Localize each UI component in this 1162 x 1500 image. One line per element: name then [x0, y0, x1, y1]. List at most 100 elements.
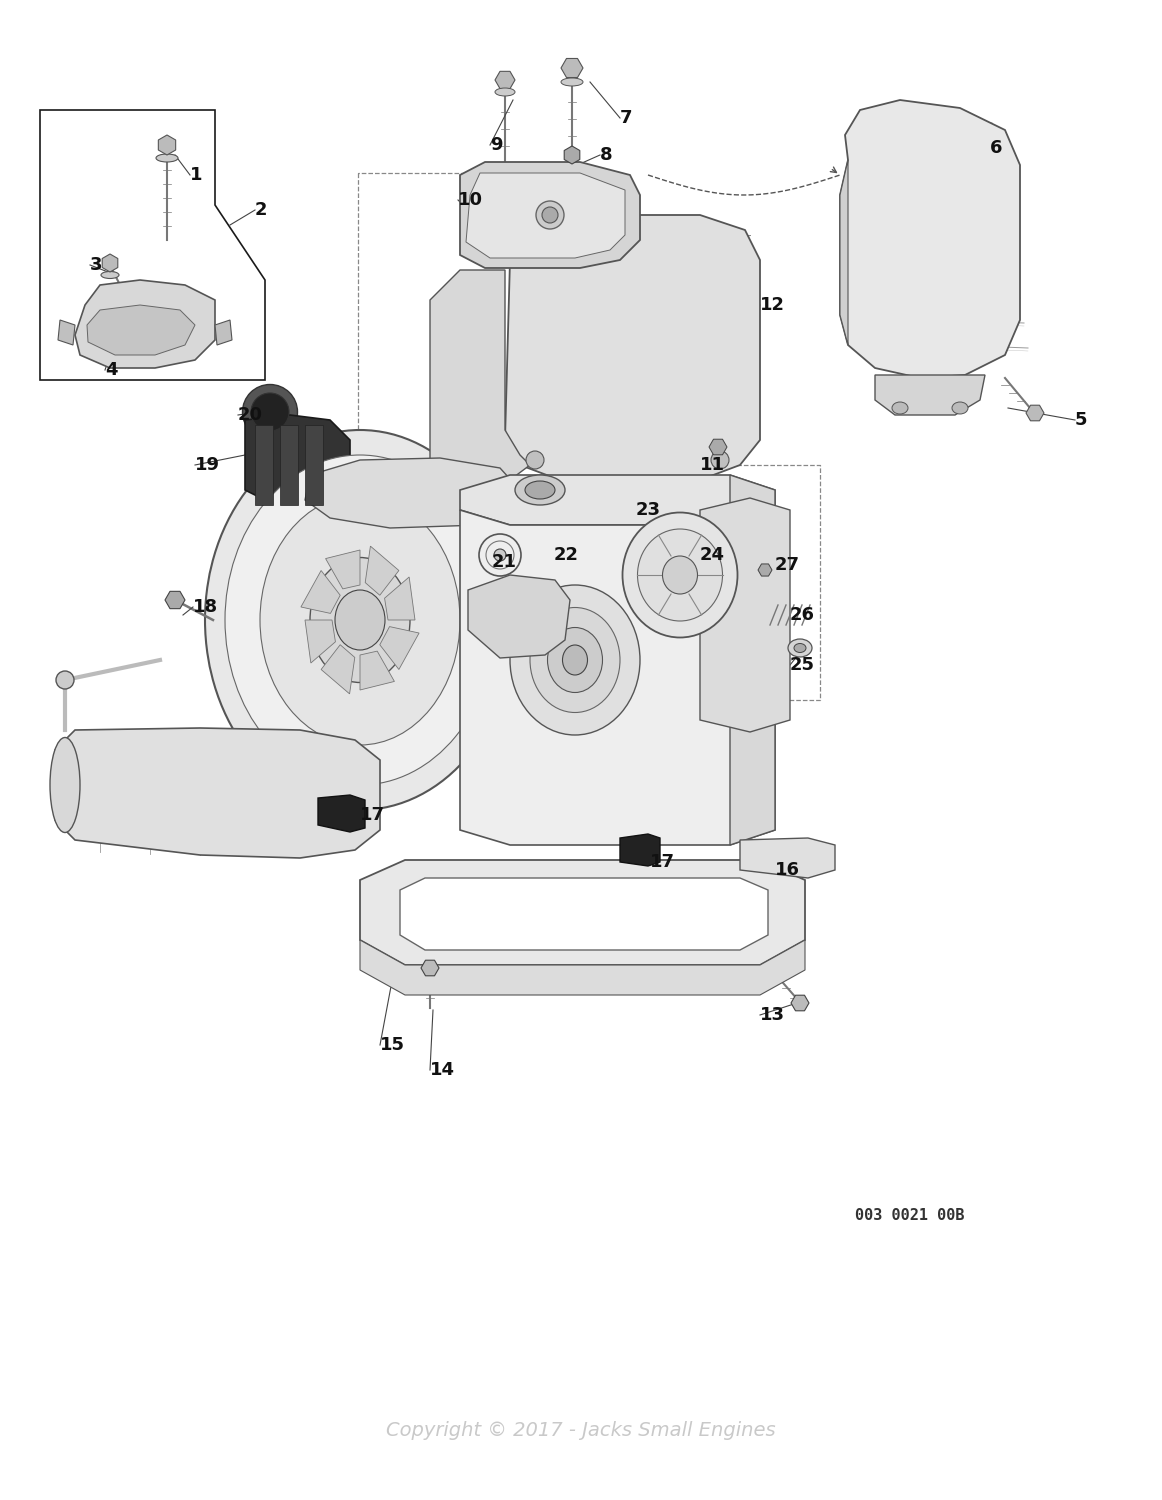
Ellipse shape [243, 384, 297, 439]
Text: 7: 7 [621, 110, 632, 128]
Text: 22: 22 [554, 546, 579, 564]
Ellipse shape [335, 590, 385, 650]
Polygon shape [468, 574, 571, 658]
Polygon shape [165, 591, 185, 609]
Polygon shape [505, 214, 760, 480]
Polygon shape [565, 146, 580, 164]
Ellipse shape [530, 608, 621, 712]
Text: 17: 17 [360, 806, 385, 824]
Text: 8: 8 [600, 146, 612, 164]
Text: Copyright © 2017 - Jacks Small Engines: Copyright © 2017 - Jacks Small Engines [386, 1420, 776, 1440]
Polygon shape [158, 135, 175, 154]
Ellipse shape [310, 558, 410, 682]
Ellipse shape [561, 78, 583, 86]
Polygon shape [495, 72, 515, 88]
Ellipse shape [662, 556, 697, 594]
Text: 24: 24 [700, 546, 725, 564]
Text: Jacks: Jacks [343, 642, 517, 699]
Ellipse shape [788, 639, 812, 657]
Text: 2: 2 [254, 201, 267, 219]
Ellipse shape [494, 549, 505, 561]
Ellipse shape [56, 670, 74, 688]
Polygon shape [245, 416, 350, 510]
Polygon shape [380, 627, 419, 669]
Polygon shape [321, 645, 354, 694]
Text: 16: 16 [775, 861, 799, 879]
Ellipse shape [547, 627, 603, 693]
Text: 20: 20 [238, 406, 263, 424]
Polygon shape [76, 280, 215, 368]
Polygon shape [466, 172, 625, 258]
Ellipse shape [205, 430, 515, 810]
Ellipse shape [562, 645, 588, 675]
Polygon shape [400, 878, 768, 950]
Polygon shape [304, 620, 336, 663]
Ellipse shape [711, 452, 729, 470]
Ellipse shape [952, 402, 968, 414]
Polygon shape [304, 424, 323, 506]
Polygon shape [58, 320, 76, 345]
Ellipse shape [156, 154, 178, 162]
Polygon shape [460, 162, 640, 268]
Polygon shape [87, 304, 195, 355]
Text: 12: 12 [760, 296, 786, 314]
Polygon shape [730, 476, 775, 844]
Polygon shape [460, 510, 775, 844]
Polygon shape [301, 570, 340, 614]
Text: 17: 17 [650, 853, 675, 871]
Text: 003 0021 00B: 003 0021 00B [855, 1208, 964, 1222]
Ellipse shape [251, 393, 289, 430]
Text: 11: 11 [700, 456, 725, 474]
Polygon shape [1026, 405, 1043, 422]
Ellipse shape [536, 201, 564, 229]
Ellipse shape [260, 495, 460, 746]
Polygon shape [875, 375, 985, 416]
Ellipse shape [794, 644, 806, 652]
Text: 27: 27 [775, 556, 799, 574]
Polygon shape [325, 550, 360, 590]
Ellipse shape [638, 530, 723, 621]
Text: 4: 4 [105, 362, 117, 380]
Polygon shape [360, 651, 394, 690]
Text: SMALL ENGINES: SMALL ENGINES [304, 700, 555, 729]
Ellipse shape [101, 272, 119, 279]
Ellipse shape [541, 207, 558, 224]
Polygon shape [421, 960, 439, 976]
Text: 18: 18 [193, 598, 218, 616]
Polygon shape [561, 58, 583, 78]
Polygon shape [254, 424, 273, 506]
Polygon shape [215, 320, 232, 345]
Text: 15: 15 [380, 1036, 406, 1054]
Polygon shape [840, 100, 1020, 378]
Ellipse shape [515, 476, 565, 506]
Polygon shape [360, 859, 805, 964]
Ellipse shape [892, 402, 908, 414]
Ellipse shape [50, 738, 80, 833]
Text: 10: 10 [458, 190, 483, 208]
Ellipse shape [495, 88, 515, 96]
Text: 1: 1 [191, 166, 202, 184]
Polygon shape [102, 254, 117, 272]
Text: 5: 5 [1075, 411, 1088, 429]
Text: 14: 14 [430, 1060, 456, 1078]
Text: 26: 26 [790, 606, 815, 624]
Polygon shape [621, 834, 660, 866]
Polygon shape [709, 440, 727, 454]
Text: 9: 9 [490, 136, 502, 154]
Ellipse shape [623, 513, 738, 638]
Polygon shape [460, 476, 775, 525]
Ellipse shape [510, 585, 640, 735]
Ellipse shape [526, 452, 544, 470]
Polygon shape [280, 424, 297, 506]
Polygon shape [55, 728, 380, 858]
Polygon shape [385, 578, 415, 620]
Polygon shape [740, 839, 835, 878]
Polygon shape [840, 160, 848, 345]
Polygon shape [430, 270, 530, 530]
Polygon shape [318, 795, 365, 832]
Ellipse shape [525, 482, 555, 500]
Polygon shape [700, 498, 790, 732]
Polygon shape [360, 940, 805, 994]
Text: 3: 3 [89, 256, 102, 274]
Polygon shape [365, 546, 399, 596]
